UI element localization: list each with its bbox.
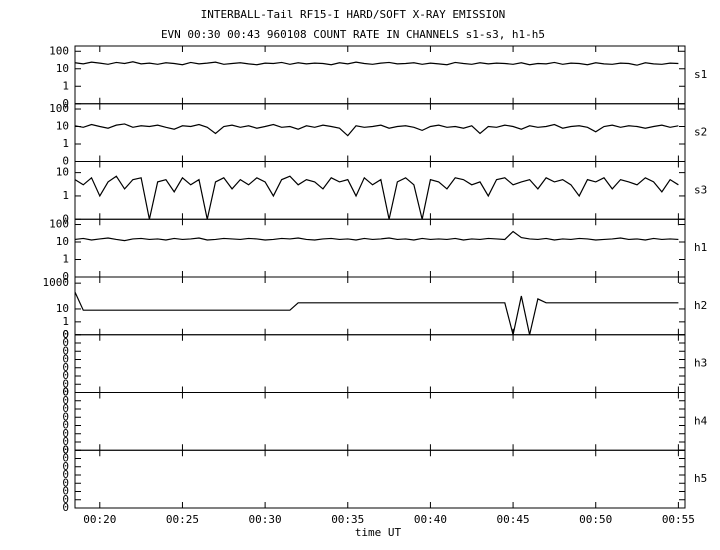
y-tick-label: 10 bbox=[56, 166, 69, 179]
y-tick-label: 0 bbox=[62, 155, 69, 168]
y-tick-label: 0 bbox=[62, 452, 69, 465]
y-tick-label: 1 bbox=[62, 137, 69, 150]
y-tick-label: 0 bbox=[62, 501, 69, 514]
y-tick-label: 0 bbox=[62, 402, 69, 415]
y-tick-label: 0 bbox=[62, 419, 69, 432]
data-line bbox=[74, 175, 679, 220]
y-tick-label: 100 bbox=[49, 44, 69, 57]
y-tick-label: 0 bbox=[62, 212, 69, 225]
y-tick-label: 0 bbox=[62, 386, 69, 399]
y-tick-label: 10 bbox=[56, 302, 69, 315]
y-tick-label: 0 bbox=[62, 270, 69, 283]
panel-label: h5 bbox=[694, 472, 707, 485]
y-tick-label: 0 bbox=[62, 443, 69, 456]
x-tick-label: 00:55 bbox=[662, 513, 695, 526]
x-tick-label: 00:40 bbox=[414, 513, 447, 526]
y-tick-label: 0 bbox=[62, 353, 69, 366]
x-tick-label: 00:25 bbox=[166, 513, 199, 526]
y-tick-label: 1 bbox=[62, 79, 69, 92]
y-tick-label: 1 bbox=[62, 189, 69, 202]
y-tick-label: 0 bbox=[62, 97, 69, 110]
y-tick-label: 0 bbox=[62, 443, 69, 456]
y-tick-label: 0 bbox=[62, 386, 69, 399]
y-tick-label: 1 bbox=[62, 253, 69, 266]
y-tick-label: 10 bbox=[56, 120, 69, 133]
y-tick-label: 0 bbox=[62, 485, 69, 498]
panel-frame bbox=[74, 449, 686, 509]
y-tick-label: 0 bbox=[62, 328, 69, 341]
y-tick-label: 10 bbox=[56, 62, 69, 75]
chart-subtitle: EVN 00:30 00:43 960108 COUNT RATE IN CHA… bbox=[161, 28, 545, 41]
x-tick-label: 00:30 bbox=[249, 513, 282, 526]
x-tick-label: 00:20 bbox=[83, 513, 116, 526]
panel-label: h4 bbox=[694, 414, 708, 427]
panel-label: h2 bbox=[694, 299, 707, 312]
panel-label: s2 bbox=[694, 126, 707, 139]
x-tick-label: 00:50 bbox=[579, 513, 612, 526]
x-axis-label: time UT bbox=[355, 526, 402, 539]
data-line bbox=[74, 230, 679, 242]
y-tick-label: 0 bbox=[62, 468, 69, 481]
y-tick-label: 0 bbox=[62, 377, 69, 390]
chart-title: INTERBALL-Tail RF15-I HARD/SOFT X-RAY EM… bbox=[201, 8, 506, 21]
y-tick-label: 0 bbox=[62, 336, 69, 349]
panel-label: h1 bbox=[694, 241, 707, 254]
panel-label: s1 bbox=[694, 68, 707, 81]
data-line bbox=[74, 123, 679, 137]
panel-label: h3 bbox=[694, 357, 707, 370]
x-tick-label: 00:45 bbox=[497, 513, 530, 526]
x-tick-label: 00:35 bbox=[331, 513, 364, 526]
y-tick-label: 0 bbox=[62, 476, 69, 489]
y-tick-label: 100 bbox=[49, 102, 69, 115]
y-tick-label: 1 bbox=[62, 315, 69, 328]
y-tick-label: 0 bbox=[62, 410, 69, 423]
y-tick-label: 10 bbox=[56, 235, 69, 248]
data-line bbox=[74, 291, 679, 335]
data-line bbox=[74, 61, 679, 66]
y-tick-label: 0 bbox=[62, 493, 69, 506]
y-tick-label: 0 bbox=[62, 361, 69, 374]
panel-label: s3 bbox=[694, 183, 707, 196]
y-tick-label: 0 bbox=[62, 394, 69, 407]
y-tick-label: 1000 bbox=[43, 276, 70, 289]
y-tick-label: 0 bbox=[62, 328, 69, 341]
y-tick-label: 0 bbox=[62, 435, 69, 448]
y-tick-label: 100 bbox=[49, 218, 69, 231]
y-tick-label: 0 bbox=[62, 460, 69, 473]
y-tick-label: 0 bbox=[62, 369, 69, 382]
y-tick-label: 0 bbox=[62, 427, 69, 440]
y-tick-label: 0 bbox=[62, 344, 69, 357]
